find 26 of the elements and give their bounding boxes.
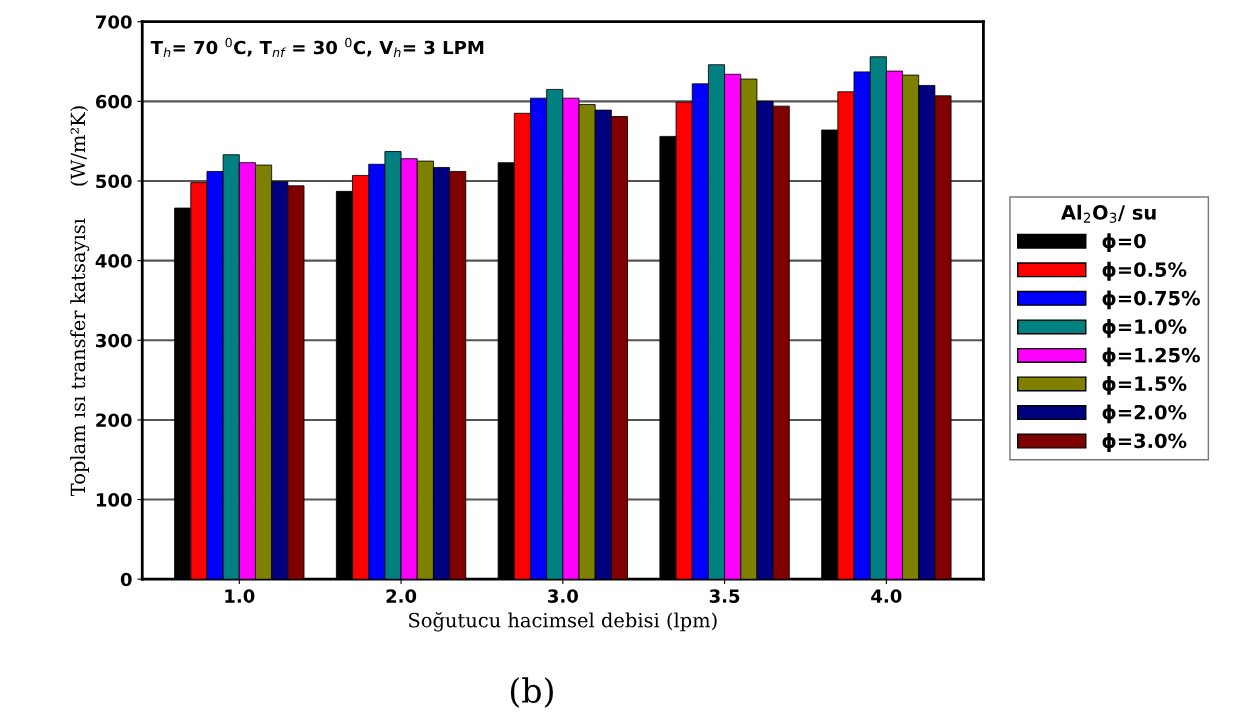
y-tick-label: 600 <box>95 94 132 109</box>
y-tick-label: 700 <box>96 15 132 29</box>
y-axis-title: Toplam ısı transfer katsayısı (W/m²K) <box>70 106 90 497</box>
y-tick-label: 100 <box>96 493 132 507</box>
x-tick-label: 3.5 <box>709 589 740 603</box>
x-axis-title: Soğutucu hacimsel debisi (lpm) <box>409 611 717 632</box>
y-tick-label: 0 <box>120 572 132 587</box>
legend-label: ϕ=1.25% <box>1102 347 1200 367</box>
legend-label: ϕ=0 <box>1102 233 1146 253</box>
x-tick-label: 3.0 <box>548 589 578 603</box>
x-tick-label: 1.0 <box>225 589 255 603</box>
x-tick-label: 4.0 <box>871 589 902 603</box>
y-tick-label: 200 <box>96 413 132 428</box>
legend-label: ϕ=3.0% <box>1102 433 1187 452</box>
text: (b) <box>510 677 553 708</box>
legend-label: ϕ=0.75% <box>1102 290 1200 310</box>
legend-label: ϕ=2.0% <box>1102 404 1187 424</box>
legend-label: ϕ=1.0% <box>1102 318 1187 338</box>
legend-label: ϕ=0.5% <box>1102 261 1187 281</box>
text: T$_{h}$= 70 $^{0}$C, T$_{nf}$ = 30 $^{0}$C, V$_{h}$= 3 LPM <box>150 37 484 58</box>
y-tick-label: 400 <box>95 254 132 268</box>
y-tick-label: 500 <box>96 174 132 189</box>
y-tick-label: 300 <box>96 333 132 348</box>
legend-title: Al$_{2}$O$_{3}$/ su <box>1061 204 1156 223</box>
legend-label: ϕ=1.5% <box>1102 376 1187 395</box>
x-tick-label: 2.0 <box>386 589 417 603</box>
